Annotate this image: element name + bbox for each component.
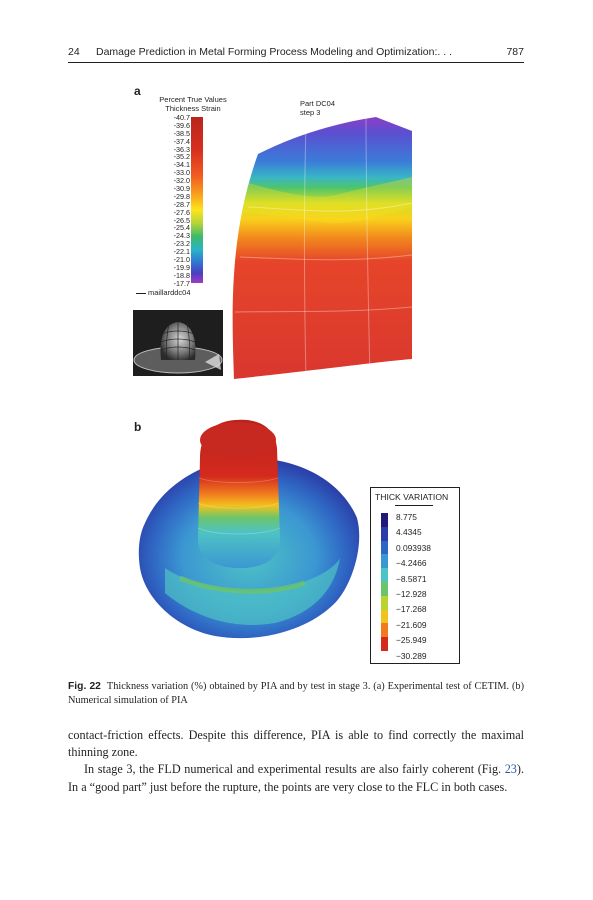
legend-b-value: −4.2466 bbox=[396, 558, 427, 569]
legend-a-value: -33.0 bbox=[173, 168, 190, 178]
panel-b-label: b bbox=[134, 420, 142, 434]
colorbar-swatch bbox=[381, 609, 388, 624]
legend-b-value: −12.928 bbox=[396, 588, 427, 599]
colorbar-swatch bbox=[381, 554, 388, 569]
legend-a-value: -32.0 bbox=[173, 176, 190, 186]
colorbar-swatch bbox=[381, 623, 388, 638]
panel-b-legend-title-rule bbox=[395, 505, 433, 506]
experimental-part-photo bbox=[133, 310, 223, 376]
page-number-right: 787 bbox=[506, 46, 524, 58]
panel-a-legend-title-line1: Percent True Values bbox=[159, 95, 227, 104]
figure-caption: Fig. 22 Thickness variation (%) obtained … bbox=[68, 680, 524, 708]
legend-a-value: -37.4 bbox=[173, 136, 190, 146]
paragraph-1: contact-friction effects. Despite this d… bbox=[68, 728, 524, 760]
legend-a-value: -22.1 bbox=[173, 247, 190, 257]
colorbar-swatch bbox=[381, 637, 388, 651]
colorbar-swatch bbox=[381, 595, 388, 610]
legend-b-value: −30.289 bbox=[396, 650, 427, 661]
figure-caption-text: Thickness variation (%) obtained by PIA … bbox=[68, 681, 524, 706]
colorbar-swatch bbox=[381, 581, 388, 596]
legend-a-value: -21.0 bbox=[173, 255, 190, 265]
legend-b-value: −8.5871 bbox=[396, 573, 427, 584]
legend-a-value: -38.5 bbox=[173, 128, 190, 138]
mesh-label-text: maillarddc04 bbox=[148, 288, 191, 297]
figure-23-link[interactable]: 23 bbox=[504, 762, 517, 777]
part-label: Part DC04 step 3 bbox=[300, 99, 335, 117]
panel-a-legend-values: -40.7 -39.6 -38.5 -37.4 -36.3 -35.2 -34.… bbox=[150, 114, 190, 288]
legend-a-value: -35.2 bbox=[173, 152, 190, 162]
part-label-line1: Part DC04 bbox=[300, 99, 336, 108]
page-number-left: 24 bbox=[68, 46, 80, 58]
panel-b-colorbar bbox=[381, 513, 388, 651]
panel-b-thickness-variation-map bbox=[135, 418, 365, 660]
mesh-label: maillarddc04 bbox=[136, 288, 191, 297]
legend-b-value: 0.093938 bbox=[396, 542, 431, 553]
legend-a-value: -34.1 bbox=[173, 160, 190, 170]
legend-a-value: -28.7 bbox=[173, 199, 190, 209]
legend-a-value: -19.9 bbox=[173, 262, 190, 272]
legend-a-value: -29.8 bbox=[173, 191, 190, 201]
part-label-line2: step 3 bbox=[300, 108, 321, 117]
legend-a-value: -18.8 bbox=[173, 270, 190, 280]
colorbar-swatch bbox=[381, 513, 388, 527]
panel-b-legend: THICK VARIATION 8.775 4.4345 0.093938 −4… bbox=[370, 487, 460, 664]
panel-a-thickness-strain-map bbox=[226, 117, 412, 379]
paragraph-2-end: ). In a “good part” just before the rupt… bbox=[68, 762, 524, 794]
legend-a-value: -17.7 bbox=[173, 278, 190, 288]
legend-a-value: -30.9 bbox=[173, 184, 190, 194]
legend-a-value: -39.6 bbox=[173, 120, 190, 130]
panel-a-colorbar bbox=[191, 117, 203, 283]
colorbar-swatch bbox=[381, 540, 388, 555]
legend-a-value: -23.2 bbox=[173, 239, 190, 249]
paragraph-2-start: In stage 3, the FLD numerical and experi… bbox=[84, 762, 505, 777]
legend-b-value: −21.609 bbox=[396, 619, 427, 630]
legend-a-value: -36.3 bbox=[173, 144, 190, 154]
legend-a-value: -25.4 bbox=[173, 223, 190, 233]
figure-caption-label: Fig. 22 bbox=[68, 681, 101, 692]
mesh-legend-line bbox=[136, 292, 146, 294]
body-text: contact-friction effects. Despite this d… bbox=[68, 727, 524, 796]
panel-b-legend-values: 8.775 4.4345 0.093938 −4.2466 −8.5871 −1… bbox=[396, 510, 431, 664]
colorbar-swatch bbox=[381, 526, 388, 541]
running-head: 24 Damage Prediction in Metal Forming Pr… bbox=[68, 46, 524, 63]
paragraph-2: In stage 3, the FLD numerical and experi… bbox=[68, 761, 524, 795]
panel-a-legend-title: Percent True Values Thickness Strain bbox=[147, 95, 239, 113]
panel-a-legend-title-line2: Thickness Strain bbox=[165, 104, 221, 113]
panel-b-legend-title: THICK VARIATION bbox=[375, 492, 449, 502]
colorbar-swatch bbox=[381, 568, 388, 582]
legend-b-value: 8.775 bbox=[396, 512, 417, 522]
panel-a-label: a bbox=[134, 84, 141, 98]
legend-b-value: −25.949 bbox=[396, 635, 427, 646]
legend-b-value: −17.268 bbox=[396, 604, 427, 615]
legend-a-value: -24.3 bbox=[173, 231, 190, 241]
legend-a-value: -40.7 bbox=[173, 113, 190, 122]
legend-b-value: 4.4345 bbox=[396, 527, 422, 538]
legend-a-value: -27.6 bbox=[173, 207, 190, 217]
running-head-title: Damage Prediction in Metal Forming Proce… bbox=[96, 46, 452, 58]
legend-a-value: -26.5 bbox=[173, 215, 190, 225]
